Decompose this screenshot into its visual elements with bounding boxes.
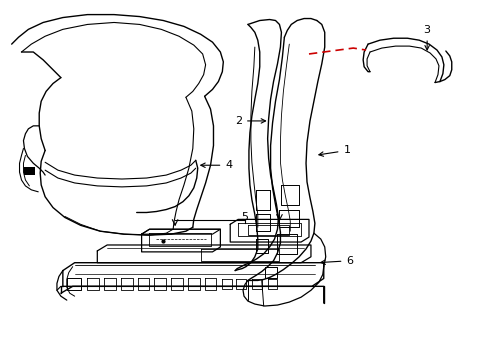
Text: 6: 6 [320,256,353,266]
Text: 5: 5 [241,212,248,222]
Text: 1: 1 [318,145,350,156]
Text: 2: 2 [234,116,265,126]
Text: 3: 3 [423,25,430,50]
Text: 4: 4 [201,160,232,170]
